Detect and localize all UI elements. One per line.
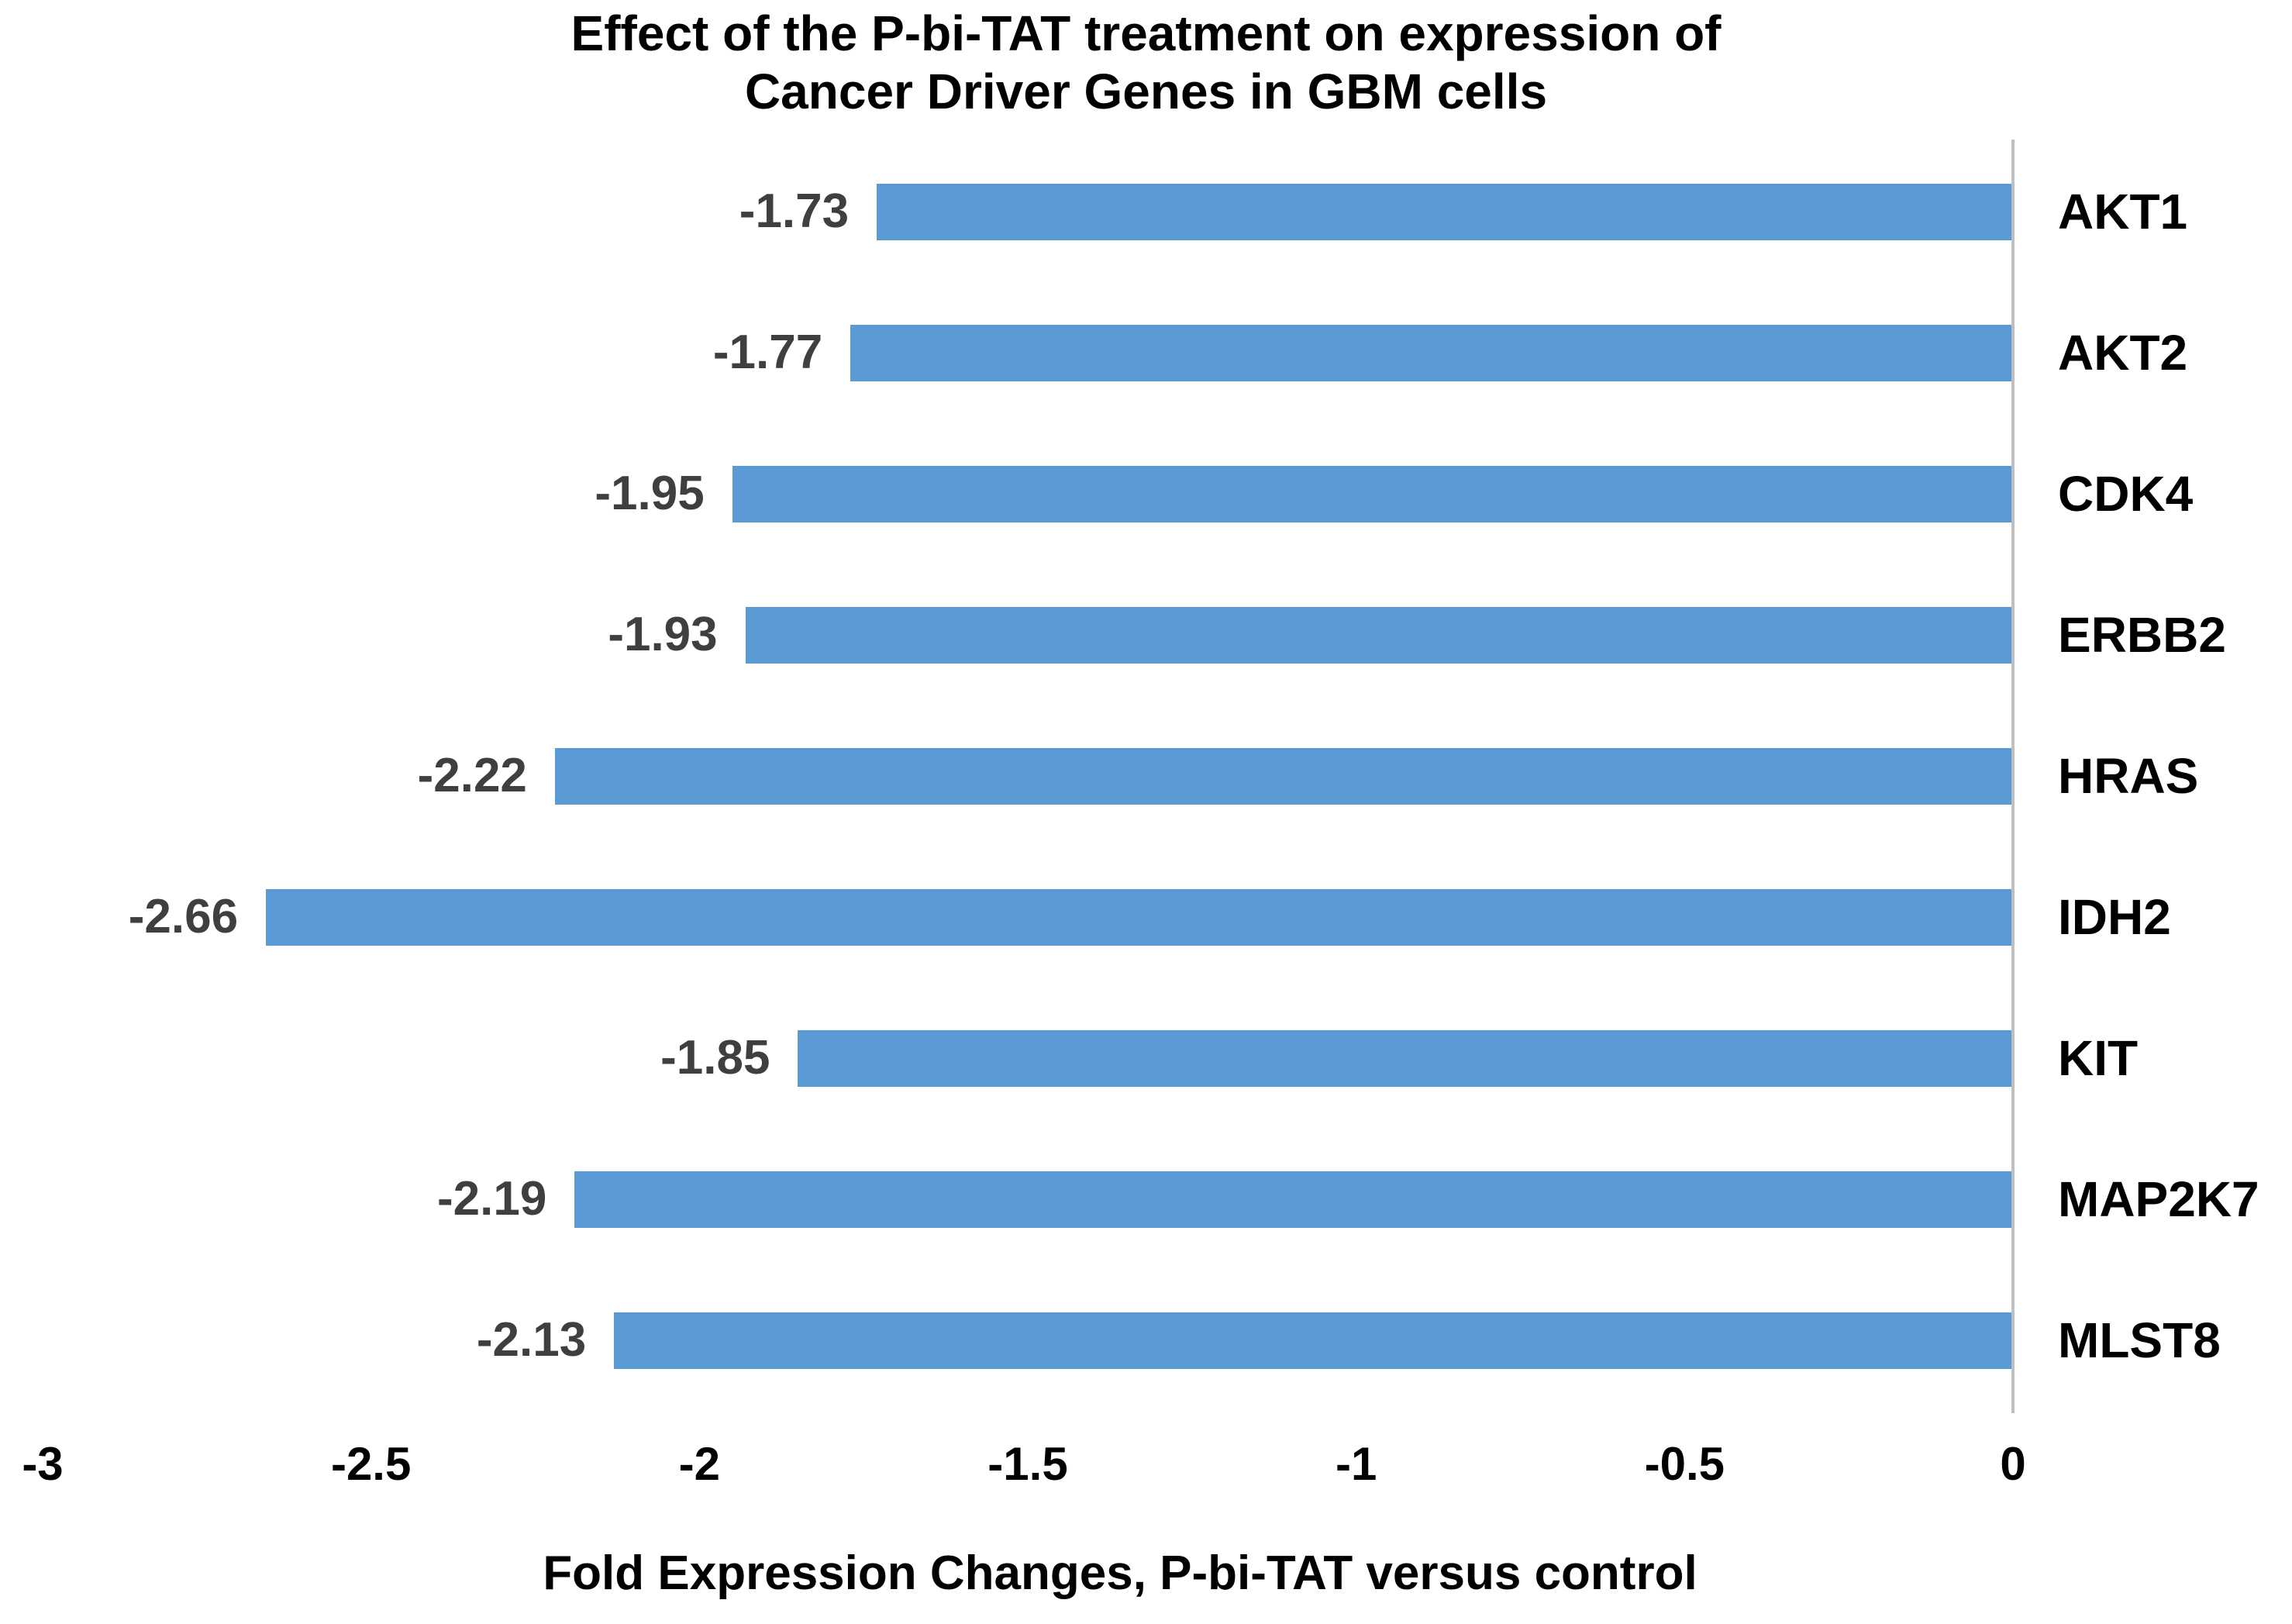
bar-value-label: -2.13 (476, 1313, 587, 1367)
chart-title-line-1: Effect of the P-bi-TAT treatment on expr… (570, 5, 1722, 61)
x-axis-tick-label: 0 (2000, 1438, 2026, 1490)
x-axis-tick-label: -1.5 (987, 1438, 1068, 1490)
bar-row: -1.93 ERBB2 (43, 564, 2226, 705)
zero-axis-line (2011, 140, 2015, 1413)
bar-row: -1.77 AKT2 (43, 282, 2187, 423)
x-axis-tick-label: -2.5 (330, 1438, 412, 1490)
bar-value-label: -2.19 (437, 1172, 547, 1226)
bar (877, 183, 2013, 240)
x-axis-tick-label: -2 (678, 1438, 721, 1490)
bar-row: -2.13 MLST8 (43, 1270, 2221, 1411)
bar (266, 888, 2013, 946)
category-label: KIT (2058, 1030, 2139, 1086)
bar-row: -2.22 HRAS (43, 705, 2198, 846)
chart-title-line-2: Cancer Driver Genes in GBM cells (744, 63, 1548, 119)
bar-value-label: -2.66 (128, 890, 239, 943)
chart-title: Effect of the P-bi-TAT treatment on expr… (0, 5, 2292, 121)
bar-row: -2.66 IDH2 (43, 846, 2171, 988)
plot-area: -1.73 AKT1 -1.77 AKT2 -1.95 CDK4 -1.93 E… (43, 141, 2259, 1411)
bar (732, 465, 2013, 522)
bar-row: -1.73 AKT1 (43, 141, 2187, 282)
bar-row: -1.85 KIT (43, 988, 2138, 1129)
bar-value-label: -1.77 (712, 326, 823, 379)
x-axis-tick-labels: -3 -2.5 -2 -1.5 -1 -0.5 0 (22, 1438, 2025, 1501)
x-axis-tick-label: -3 (22, 1438, 64, 1490)
bar (574, 1171, 2013, 1228)
category-label: AKT1 (2058, 184, 2188, 240)
x-axis-title: Fold Expression Changes, P-bi-TAT versus… (543, 1546, 1697, 1600)
bar (798, 1029, 2013, 1087)
bar-row: -1.95 CDK4 (43, 423, 2193, 564)
bar-value-label: -1.93 (608, 608, 718, 661)
bar-value-label: -1.85 (660, 1031, 770, 1084)
category-label: CDK4 (2058, 466, 2194, 522)
category-label: HRAS (2058, 748, 2199, 804)
bar (554, 747, 2013, 805)
category-label: AKT2 (2058, 325, 2188, 381)
category-label: IDH2 (2058, 889, 2171, 945)
bar-value-label: -1.73 (739, 184, 850, 238)
x-axis-tick-label: -0.5 (1644, 1438, 1725, 1490)
bar (850, 324, 2013, 381)
category-label: ERBB2 (2058, 607, 2226, 663)
bar (614, 1312, 2013, 1369)
bar-value-label: -2.22 (417, 749, 527, 802)
category-label: MAP2K7 (2058, 1171, 2259, 1227)
bar-value-label: -1.95 (595, 467, 705, 520)
bar (745, 606, 2013, 664)
x-axis-tick-label: -1 (1335, 1438, 1377, 1490)
category-label: MLST8 (2058, 1312, 2221, 1368)
bar-row: -2.19 MAP2K7 (43, 1129, 2259, 1270)
